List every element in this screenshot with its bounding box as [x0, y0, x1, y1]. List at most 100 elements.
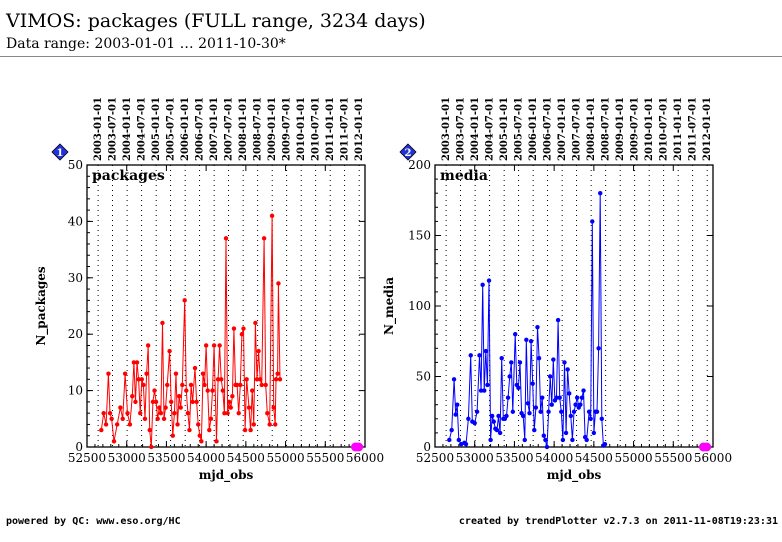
panel1-data-point [207, 427, 212, 433]
panel1-data-point [238, 382, 243, 388]
panel2-data-point [507, 374, 512, 379]
panel1-data-point [271, 405, 276, 410]
panel2-series-line [448, 193, 606, 448]
panel2-number-badge-label: 2 [405, 148, 412, 159]
panel1-data-point [222, 410, 227, 416]
panel2-data-point [584, 437, 589, 443]
panel2-x-tick-label: 54000 [535, 451, 573, 465]
panel1-date-tick-label: 2003-01-01 [93, 97, 104, 161]
panel2-data-point [554, 395, 559, 400]
panel2-data-point [455, 402, 460, 407]
panel1-date-tick-label: 2010-01-01 [296, 97, 307, 161]
panel1-data-point [230, 394, 235, 399]
panel1-data-point [219, 377, 224, 382]
panel1-panel-label: packages [92, 168, 165, 184]
panel1-data-point [138, 410, 143, 416]
panel2-data-point [485, 382, 490, 388]
panel1-data-point [187, 427, 192, 433]
panel2-data-point [546, 409, 551, 414]
panel2-data-point [491, 419, 496, 424]
panel2-data-point [478, 388, 484, 393]
panel2-date-tick-label: 2007-07-01 [572, 97, 583, 161]
panel1-data-point [157, 405, 162, 410]
panel2-x-tick-label: 55000 [614, 451, 652, 465]
panel1-data-point [172, 410, 177, 416]
panel1-data-point [175, 422, 180, 427]
panel1-data-point [173, 371, 179, 376]
panel1-y-tick-label: 40 [68, 214, 83, 228]
panel2-data-point [505, 395, 511, 400]
panel2-data-point [494, 427, 500, 433]
panel2-date-tick-label: 2005-07-01 [514, 97, 525, 161]
panel1-data-point [196, 422, 201, 427]
panel2-x-tick-label: 53500 [495, 451, 533, 465]
panel2-date-tick-label: 2006-07-01 [543, 97, 554, 161]
panel2-x-axis-label: mjd_obs [547, 468, 602, 483]
panel2-data-point [586, 409, 592, 414]
panel1-data-point [242, 427, 248, 433]
panel1-date-tick-label: 2010-07-01 [311, 97, 322, 161]
panel1-data-point [263, 382, 268, 388]
panel1-data-point [165, 382, 170, 388]
panel1-data-point [170, 433, 175, 438]
panel2-date-tick-label: 2010-01-01 [644, 97, 655, 161]
panel1-data-point [220, 388, 226, 393]
panel1-y-tick-label: 0 [75, 440, 83, 454]
panel2-data-point [486, 278, 492, 283]
panel2-data-point [510, 409, 516, 414]
panel1-data-point [273, 377, 279, 382]
panel1-date-tick-label: 2007-07-01 [224, 97, 235, 161]
panel1-data-point [205, 388, 210, 393]
panel1-data-point [188, 382, 194, 388]
panel2-data-point [567, 391, 572, 396]
panel2-date-tick-label: 2003-07-01 [455, 97, 466, 161]
panel1-data-point [234, 382, 240, 388]
panel1-date-tick-label: 2008-07-01 [253, 97, 264, 161]
panel1-data-point [145, 343, 151, 348]
panel1-data-point [144, 371, 149, 376]
panel2-data-point [573, 402, 578, 407]
panel2-data-point [581, 388, 586, 393]
panel2-data-point [449, 427, 454, 433]
panel2-data-point [574, 395, 580, 400]
panel1-data-point [277, 377, 283, 382]
panel2-data-point [598, 191, 603, 196]
panel1-date-tick-label: 2006-01-01 [180, 97, 191, 161]
panel2-data-point [543, 437, 548, 443]
panel2-data-point [551, 357, 556, 362]
panel1-date-tick-label: 2004-07-01 [137, 97, 148, 161]
panel1-data-point [273, 422, 278, 427]
panel1-data-point [182, 298, 187, 303]
panel1-data-point [253, 320, 258, 326]
panel1-number-badge [51, 143, 69, 161]
panel1-date-tick-label: 2009-01-01 [267, 97, 278, 161]
panel2-data-point [535, 324, 540, 330]
panel1-data-point [269, 213, 275, 218]
panel1-x-tick-label: 53000 [108, 451, 146, 465]
panel1-data-point [155, 416, 160, 421]
panel2-date-tick-label: 2011-07-01 [688, 97, 699, 161]
header-divider [0, 56, 782, 57]
panel1-data-point [152, 388, 157, 393]
panel1-data-point [149, 444, 154, 450]
panel2-data-point [559, 409, 564, 414]
panel1-y-tick-label: 20 [68, 327, 83, 341]
panel1-x-tick-label: 52500 [68, 451, 106, 465]
panel2-x-tick-label: 55500 [654, 451, 692, 465]
panel1-x-tick-label: 55000 [266, 451, 304, 465]
panel1-data-point [131, 360, 137, 365]
panel2-data-point [517, 360, 523, 365]
panel2-data-point [557, 395, 562, 400]
panel2-data-point [562, 360, 567, 365]
panel2-data-point [547, 374, 553, 379]
panel2-data-point [516, 385, 521, 390]
footer-created-by: created by trendPlotter v2.7.3 on 2011-1… [458, 516, 778, 527]
panel1-data-point [130, 394, 135, 399]
panel1-data-point [194, 399, 199, 405]
panel1-data-point [215, 377, 221, 382]
panel1-data-point [197, 433, 202, 438]
panel2-data-point [568, 413, 574, 419]
panel1-data-point [239, 332, 245, 337]
panel1-data-point [111, 439, 117, 444]
panel1-data-point [114, 422, 120, 427]
